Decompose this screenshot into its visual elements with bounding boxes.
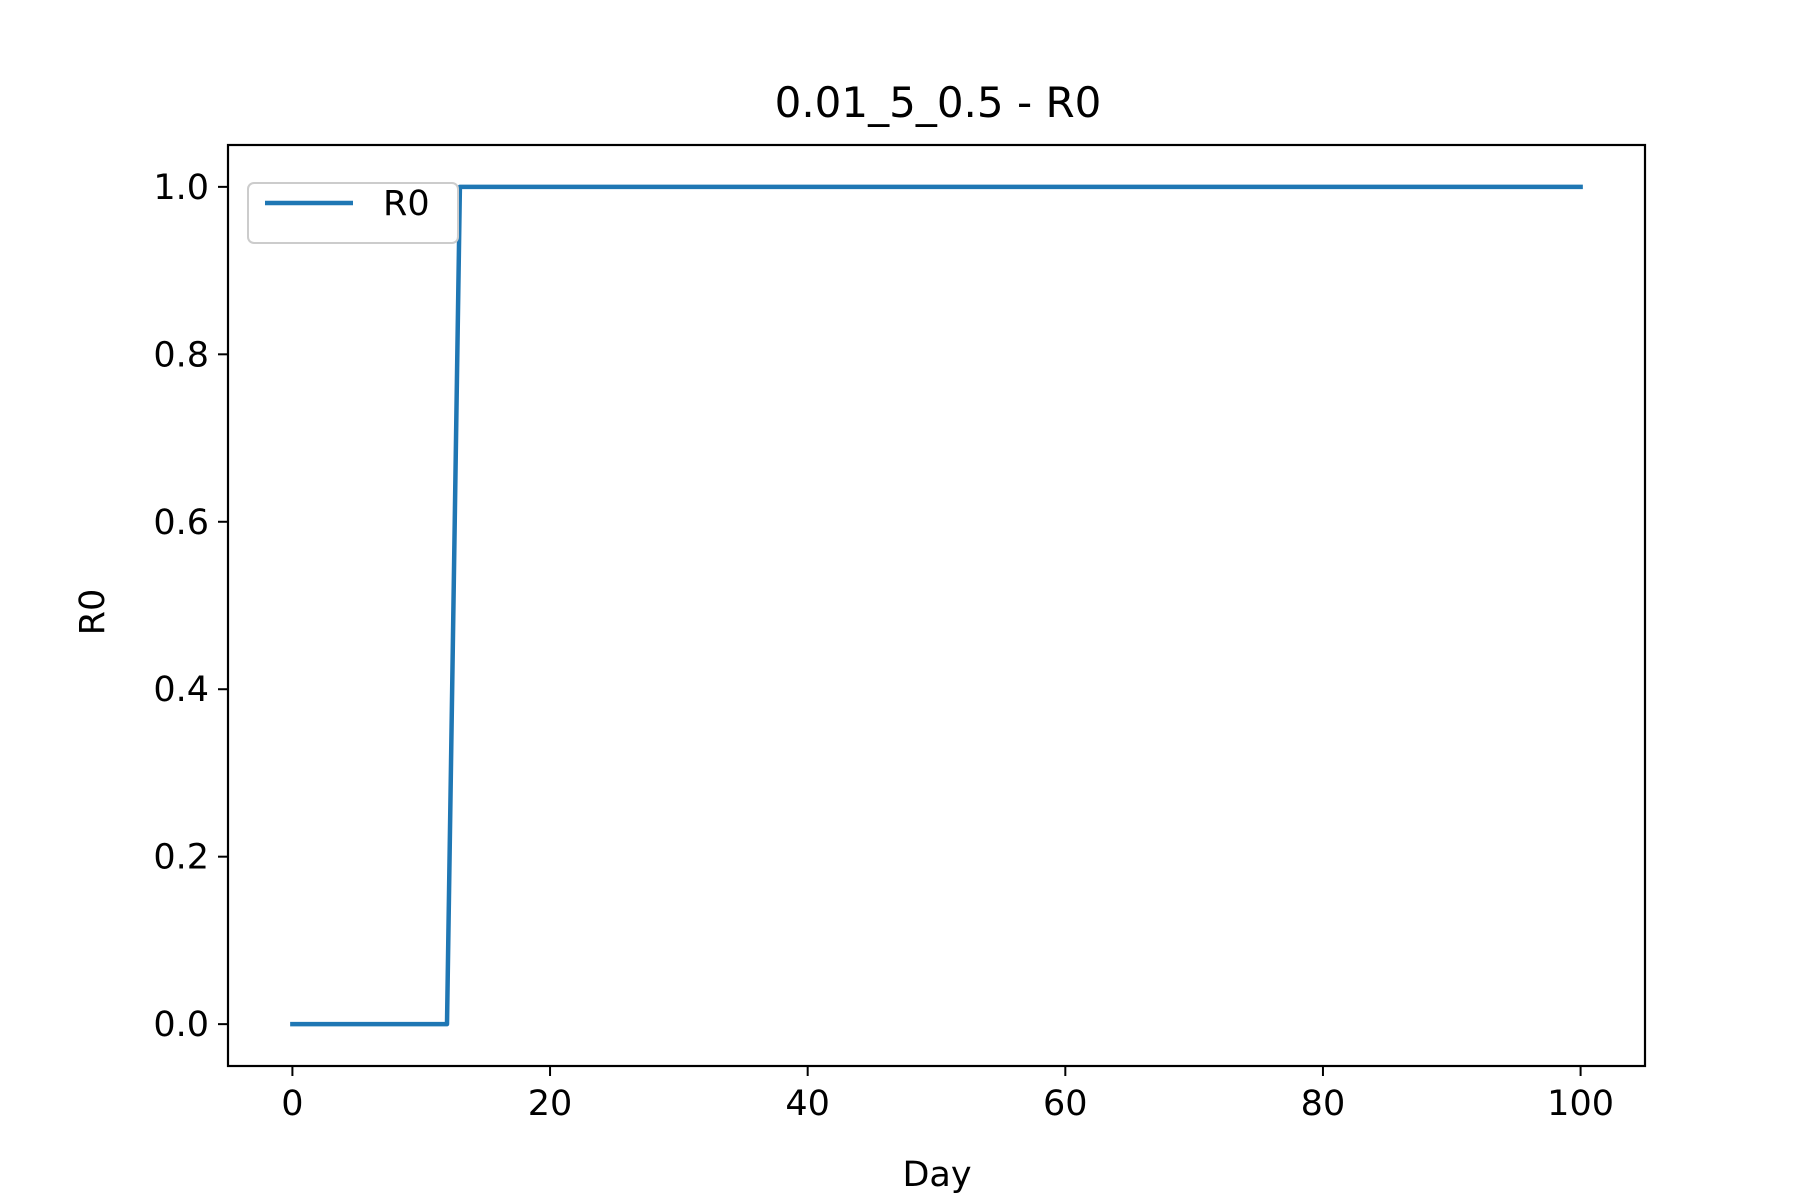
y-tick-label: 0.6: [153, 503, 209, 543]
plot-frame: [226, 143, 1647, 1068]
x-axis-ticks: 0 20 40 60 80 100: [281, 1066, 1614, 1124]
x-tick-label: 60: [1043, 1084, 1088, 1124]
y-tick-label: 0.8: [153, 335, 209, 375]
legend-frame: [247, 182, 459, 244]
y-axis-ticks: 0.0 0.2 0.4 0.6 0.8 1.0: [153, 168, 228, 1045]
x-tick-label: 20: [528, 1084, 573, 1124]
series-line-r0: [290, 184, 1583, 1027]
series-layer: [290, 184, 1583, 1027]
y-tick-label: 1.0: [153, 168, 209, 208]
y-tick-label: 0.0: [153, 1005, 209, 1045]
legend: R0: [247, 182, 459, 244]
plot-area: [226, 143, 1647, 1068]
x-tick-label: 100: [1547, 1084, 1614, 1124]
y-tick-label: 0.2: [153, 838, 209, 878]
plot-background: [228, 145, 1645, 1066]
y-tick-label: 0.4: [153, 670, 209, 710]
y-axis-label: R0: [73, 589, 113, 636]
legend-entry-r0: R0: [383, 184, 430, 224]
x-tick-label: 40: [785, 1084, 830, 1124]
x-tick-label: 0: [281, 1084, 303, 1124]
chart-title: 0.01_5_0.5 - R0: [775, 78, 1102, 127]
x-tick-label: 80: [1301, 1084, 1346, 1124]
x-axis-label: Day: [902, 1155, 971, 1195]
